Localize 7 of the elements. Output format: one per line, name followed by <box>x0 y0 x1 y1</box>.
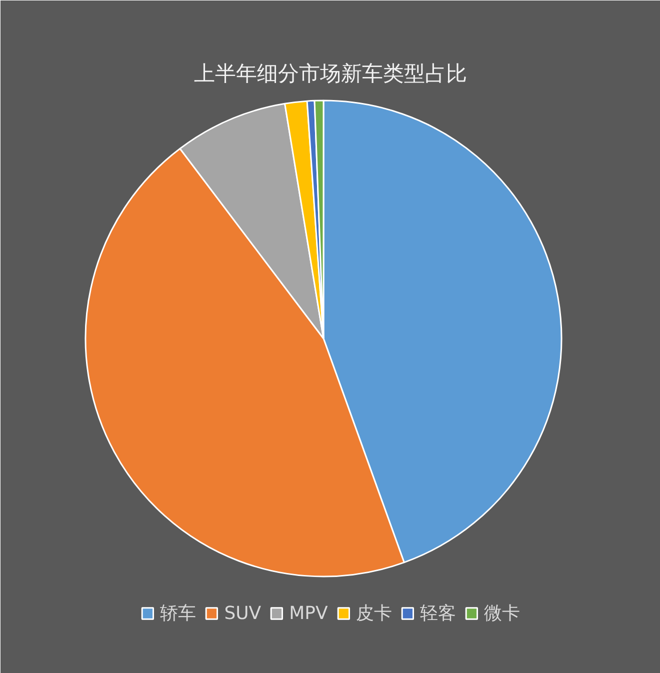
chart-title: 上半年细分市场新车类型占比 <box>194 62 467 86</box>
legend-label: SUV <box>224 602 262 624</box>
legend-label: 微卡 <box>484 602 520 625</box>
legend-label: 皮卡 <box>356 602 392 625</box>
legend-label: MPV <box>289 602 328 624</box>
legend-label: 轿车 <box>160 602 196 625</box>
legend-label: 轻客 <box>420 602 456 625</box>
